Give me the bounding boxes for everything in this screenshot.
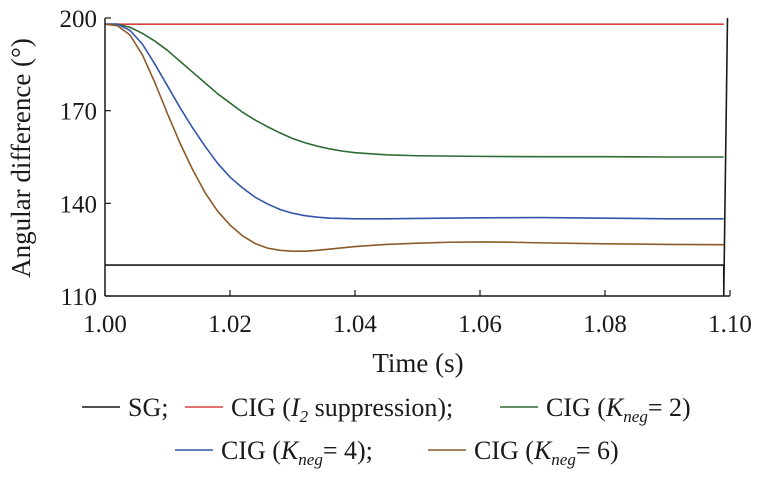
y-tick-label: 200 — [60, 6, 98, 33]
axes — [104, 18, 730, 297]
x-axis-label: Time (s) — [372, 348, 463, 378]
legend-entry: SG; — [128, 393, 168, 422]
legend-entry: CIG (Kneg= 4); — [221, 436, 373, 469]
x-tick-label: 1.02 — [208, 311, 252, 338]
legend-entry: CIG (Kneg= 6) — [474, 436, 619, 469]
x-tick-label: 1.10 — [708, 311, 752, 338]
legend: SG; CIG (I2 suppression); CIG (Kneg= 2) CIG… — [82, 393, 691, 469]
ticks: 1.00 1.02 1.04 1.06 1.08 1.10 110 140 170 200 — [60, 6, 752, 338]
series-line-0 — [105, 17, 729, 297]
x-tick-label: 1.00 — [83, 311, 127, 338]
series-line-3 — [105, 23, 724, 220]
series-line-4 — [104, 23, 724, 253]
series-line-2 — [105, 23, 724, 158]
legend-entry: CIG (Kneg= 2) — [546, 393, 691, 426]
x-tick-label: 1.08 — [583, 311, 627, 338]
y-tick-label: 170 — [60, 99, 98, 126]
x-tick-label: 1.06 — [458, 311, 502, 338]
y-tick-label: 110 — [60, 284, 97, 311]
y-tick-label: 140 — [60, 191, 98, 218]
legend-entry: CIG (I2 suppression); — [231, 393, 453, 426]
plot-lines — [104, 17, 729, 297]
y-axis-label: Angular difference (°) — [6, 38, 36, 278]
x-tick-label: 1.04 — [333, 311, 377, 338]
